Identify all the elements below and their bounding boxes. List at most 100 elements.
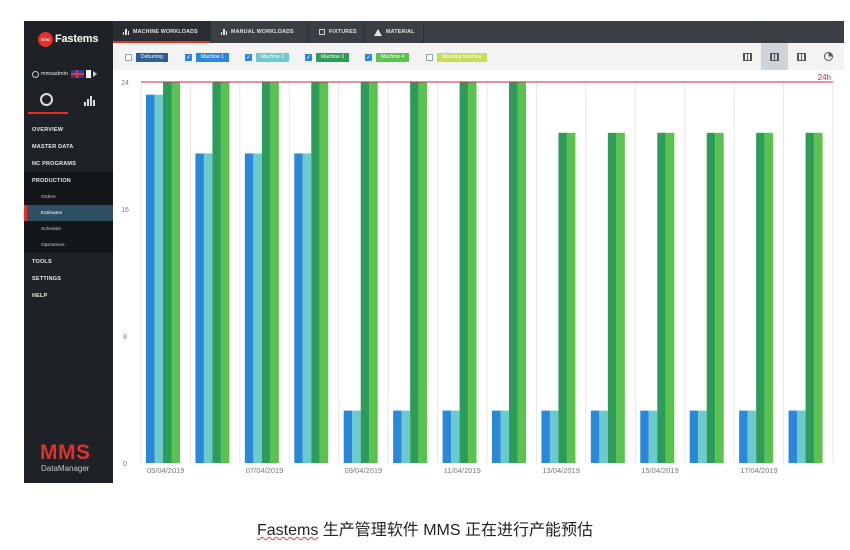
language-flag-icon[interactable] [70,70,84,78]
bar-machine-4[interactable] [270,82,279,463]
bar-machine-4[interactable] [468,82,477,463]
bar-machine-3[interactable] [756,132,765,464]
bar-machine-4[interactable] [715,132,724,464]
menu-item-tools[interactable]: TOOLS [32,258,52,265]
bar-machine-3[interactable] [163,82,172,463]
bar-machine-1[interactable] [541,410,550,463]
legend-item-machine-4[interactable]: ✓ Machine 4 [365,51,410,63]
brand-datamanager: DataManager [41,464,90,473]
legend-item-machine-1[interactable]: ✓ Machine 1 [185,51,230,63]
legend-checkbox[interactable]: ✓ [245,53,252,61]
legend-item-machine-2[interactable]: ✓ Machine 2 [245,51,290,63]
bar-machine-3[interactable] [558,132,567,464]
legend-item-washing-machine[interactable]: Washing Machine [426,51,487,63]
bar-machine-1[interactable] [294,153,303,463]
calendar-view-button[interactable] [734,43,761,70]
bar-machine-2[interactable] [302,153,312,463]
bar-machine-4[interactable] [764,132,774,464]
bar-machine-1[interactable] [244,153,254,463]
bar-machine-3[interactable] [805,132,815,464]
tab-label: MANUAL WORKLOADS [231,29,294,35]
tab-bar: MACHINE WORKLOADS MANUAL WORKLOADS FIXTU… [113,21,844,43]
bar-machine-1[interactable] [442,410,452,463]
bar-machine-3[interactable] [706,132,716,464]
menu-item-settings[interactable]: SETTINGS [32,275,62,282]
language-selector[interactable] [85,70,91,78]
tab-material[interactable]: MATERIAL [364,21,424,43]
menu-item-overview[interactable]: OVERVIEW [32,126,64,133]
menu-item-help[interactable]: HELP [32,292,48,299]
bar-machine-2[interactable] [698,410,707,463]
main-menu: OVERVIEW MASTER DATA NC PROGRAMS PRODUCT… [24,121,113,304]
bar-machine-2[interactable] [253,153,262,463]
legend-item-deburring[interactable]: Deburring [125,51,168,63]
bar-machine-2[interactable] [549,410,559,463]
bar-machine-2[interactable] [352,410,361,463]
bar-machine-1[interactable] [343,410,353,463]
bar-machine-3[interactable] [657,132,666,464]
bar-machine-4[interactable] [418,82,428,463]
logo-badge: STIO [38,31,53,47]
bar-machine-2[interactable] [797,410,806,463]
bar-machine-1[interactable] [739,410,748,463]
workload-view-button[interactable] [761,43,788,70]
tab-machine-workloads[interactable]: MACHINE WORKLOADS [113,21,211,43]
logout-arrow-icon[interactable] [92,71,97,77]
analytics-mode-icon[interactable] [84,95,98,106]
bar-machine-1[interactable] [689,410,699,463]
legend-checkbox[interactable]: ✓ [365,53,372,61]
bar-machine-3[interactable] [607,132,617,464]
bar-machine-4[interactable] [517,82,527,463]
figure-caption: Fastems 生产管理软件 MMS 正在进行产能预估 [0,516,850,540]
bar-machine-4[interactable] [171,82,181,463]
bar-machine-2[interactable] [451,410,460,463]
menu-item-nc-programs[interactable]: NC PROGRAMS [32,160,77,167]
bar-machine-1[interactable] [590,410,600,463]
submenu-item-orders[interactable]: Orders [24,189,113,205]
bar-machine-3[interactable] [261,82,271,463]
bar-machine-3[interactable] [360,82,370,463]
bar-machine-2[interactable] [747,410,757,463]
bar-machine-3[interactable] [459,82,469,463]
bar-machine-2[interactable] [500,410,510,463]
bar-machine-4[interactable] [616,132,625,464]
bar-machine-3[interactable] [212,82,221,463]
bar-machine-1[interactable] [195,153,204,463]
bar-machine-4[interactable] [665,132,675,464]
bar-machine-2[interactable] [203,153,213,463]
bar-machine-2[interactable] [401,410,411,463]
bar-machine-3[interactable] [509,82,518,463]
bar-machine-4[interactable] [566,132,576,464]
bar-machine-3[interactable] [410,82,419,463]
legend-checkbox[interactable]: ✓ [305,53,312,61]
submenu-item-operations[interactable]: Operations [24,237,113,253]
bar-machine-4[interactable] [369,82,378,463]
legend-checkbox[interactable] [125,53,132,61]
user-row[interactable]: mmsadmin [32,69,112,79]
pie-view-button[interactable] [815,43,842,70]
bar-machine-1[interactable] [146,94,155,463]
legend-checkbox[interactable] [426,53,433,61]
bar-machine-2[interactable] [648,410,658,463]
submenu-item-estimates[interactable]: Estimates [24,205,113,221]
menu-item-master-data[interactable]: MASTER DATA [32,143,74,150]
submenu-item-schedule[interactable]: Schedule [24,221,113,237]
bar-machine-2[interactable] [154,94,164,463]
bar-machine-1[interactable] [492,410,501,463]
menu-item-production[interactable]: PRODUCTION [24,172,113,189]
tab-fixtures[interactable]: FIXTURES [309,21,364,43]
bar-machine-3[interactable] [311,82,320,463]
legend-checkbox[interactable]: ✓ [185,53,192,61]
bar-machine-4[interactable] [814,132,823,464]
bar-machine-4[interactable] [220,82,230,463]
legend-item-machine-3[interactable]: ✓ Machine 3 [305,51,350,63]
bar-machine-4[interactable] [319,82,329,463]
bar-machine-1[interactable] [640,410,649,463]
bar-machine-1[interactable] [788,410,798,463]
planning-mode-icon[interactable] [40,93,53,106]
tab-manual-workloads[interactable]: MANUAL WORKLOADS [211,21,309,43]
sidebar: STIO Fastems mmsadmin OVERVIEW MASTER DA… [24,21,113,483]
schedule-view-button[interactable] [788,43,815,70]
bar-machine-1[interactable] [393,410,402,463]
bar-machine-2[interactable] [599,410,608,463]
